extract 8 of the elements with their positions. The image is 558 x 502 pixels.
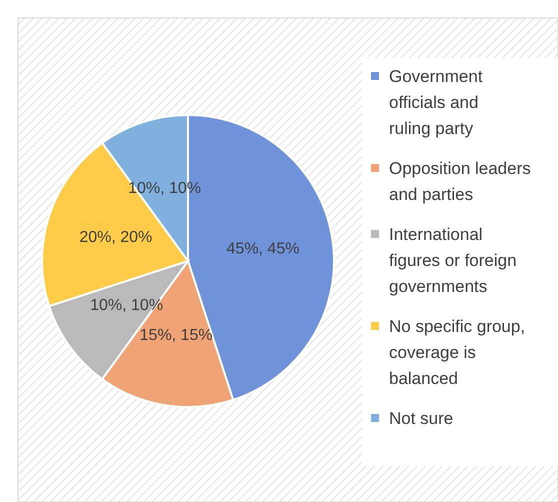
data-label: 45%, 45% <box>226 240 300 258</box>
data-label: 15%, 15% <box>140 327 213 344</box>
data-label: 20%, 20% <box>79 228 152 246</box>
legend-label: Not sure <box>389 409 454 428</box>
legend-label: Government officials and ruling party <box>389 67 483 138</box>
legend-label: No specific group, coverage is balanced <box>389 317 526 388</box>
legend-label: International figures or foreign governments <box>389 225 517 296</box>
legend-label: Opposition leaders and parties <box>389 159 531 204</box>
